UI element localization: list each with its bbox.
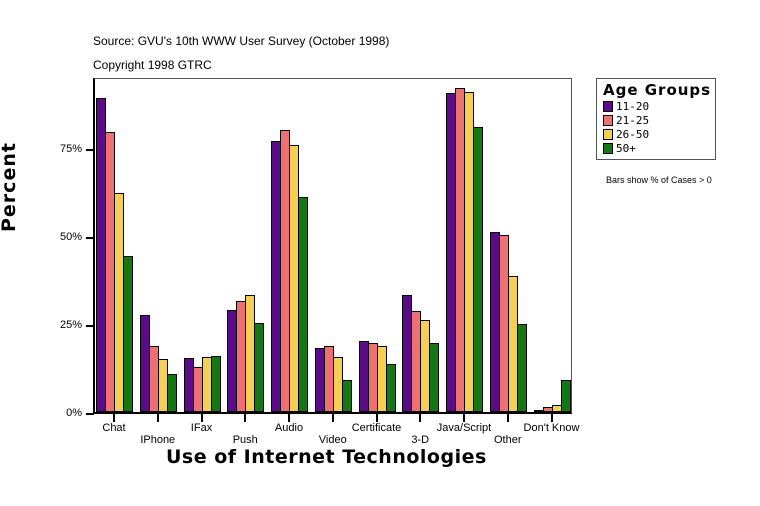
legend-item-21-25: 21-25 [603,114,649,127]
x-tick-label: Chat [102,422,126,434]
y-tick [86,237,94,239]
bar-java-script-50-plus [473,126,483,412]
legend-swatch [603,101,613,112]
legend-label: 21-25 [616,114,650,127]
y-tick-label: 75% [59,143,82,155]
legend-swatch [603,115,613,126]
x-tick [463,414,465,422]
x-tick [506,414,509,422]
bar-audio-50-plus [298,196,308,412]
x-tick [288,414,290,422]
bar-don-t-know-50-plus [560,379,571,412]
x-tick-label: Java/Script [436,422,492,434]
x-tick-label: Push [232,434,258,446]
legend-swatch [603,143,613,154]
plot-area [93,78,572,414]
bar-chat-50-plus [123,256,133,412]
x-tick [156,414,159,422]
y-tick [86,149,94,151]
bars-note: Bars show % of Cases > 0 [606,175,712,185]
bar-push-50-plus [254,322,265,412]
bar-video-50-plus [341,379,352,412]
x-tick [244,414,247,422]
x-tick-label: Don't Know [523,422,580,434]
y-axis-title: Percent [0,142,20,232]
legend-item-50-plus: 50+ [603,142,636,155]
x-tick [550,414,553,422]
legend-item-11-20: 11-20 [603,100,649,113]
y-tick [86,413,94,415]
x-tick-label: IFax [190,422,213,434]
legend-title: Age Groups [603,81,712,99]
x-tick-label: Video [318,434,347,446]
x-tick [419,414,422,422]
x-tick-label: Other [493,434,522,446]
legend-label: 26-50 [616,128,650,141]
x-tick-label: IPhone [140,434,176,446]
legend-item-26-50: 26-50 [603,128,649,141]
bar-certificate-50-plus [385,364,396,412]
legend-swatch [603,129,613,140]
y-tick-label: 0% [66,407,82,419]
x-tick [200,414,203,422]
bar-ifax-50-plus [210,356,221,412]
legend-label: 50+ [616,142,636,155]
x-tick-label: Audio [274,422,304,434]
bar-other-50-plus [516,324,527,412]
copyright-caption: Copyright 1998 GTRC [93,58,212,72]
legend: Age Groups 11-20 21-25 26-50 50+ [596,78,716,160]
y-tick-label: 50% [59,231,82,243]
source-caption: Source: GVU's 10th WWW User Survey (Octo… [93,34,390,48]
x-tick-label: Certificate [351,422,402,434]
legend-label: 11-20 [616,100,650,113]
x-axis-title: Use of Internet Technologies [166,446,487,468]
y-tick [86,325,94,327]
x-tick [375,414,378,422]
bar-iphone-50-plus [166,373,177,412]
x-tick-label: 3-D [411,434,430,446]
x-tick [331,414,334,422]
bar-3-d-50-plus [429,343,440,412]
x-tick [113,414,115,422]
y-tick-label: 25% [59,319,82,331]
